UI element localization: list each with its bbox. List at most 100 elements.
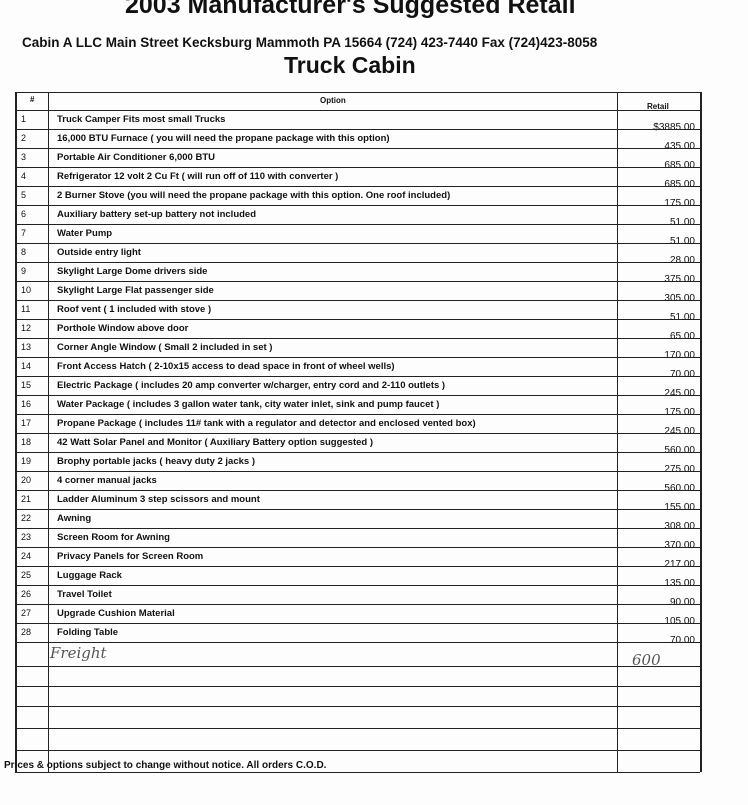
option: Folding Table	[57, 627, 119, 638]
option: Travel Toilet	[57, 589, 112, 600]
option: Skylight Large Flat passenger side	[57, 285, 214, 296]
option: Ladder Aluminum 3 step scissors and moun…	[57, 494, 260, 505]
row-line	[15, 262, 700, 263]
row-number: 9	[21, 266, 27, 276]
option: Refrigerator 12 volt 2 Cu Ft ( will run …	[57, 171, 339, 182]
retail: 305.00	[664, 293, 695, 304]
retail: 308.00	[664, 521, 695, 532]
option: Upgrade Cushion Material	[57, 608, 175, 619]
freight-value: 600	[632, 651, 661, 669]
row-line	[15, 666, 700, 667]
row-line	[15, 414, 700, 415]
row-number: 17	[21, 418, 32, 428]
option: Screen Room for Awning	[57, 532, 170, 543]
retail: 51.00	[669, 217, 695, 228]
option: Luggage Rack	[57, 570, 122, 581]
row-number: 26	[21, 589, 32, 599]
column-line	[700, 92, 702, 772]
row-number: 3	[21, 152, 27, 162]
retail: 217.00	[664, 559, 695, 570]
option: Water Pump	[57, 228, 113, 239]
row-line	[15, 471, 700, 472]
row-number: 7	[21, 228, 27, 238]
row-number: 13	[21, 342, 32, 352]
retail: 51.00	[669, 312, 695, 323]
row-line	[15, 376, 700, 377]
row-number: 22	[21, 513, 32, 523]
row-number: 16	[21, 399, 32, 409]
row-line	[15, 395, 700, 396]
company-line: Cabin A LLC Main Street Kecksburg Mammot…	[22, 35, 598, 50]
row-number: 8	[21, 247, 27, 257]
option: Propane Package ( includes 11# tank with…	[57, 418, 476, 429]
row-line	[15, 224, 700, 225]
option: Front Access Hatch ( 2-10x15 access to d…	[57, 361, 395, 372]
retail: 175.00	[664, 407, 695, 418]
row-line	[15, 772, 700, 773]
retail: 560.00	[664, 445, 695, 456]
row-line	[15, 490, 700, 491]
retail: 105.00	[664, 616, 695, 627]
retail: 275.00	[664, 464, 695, 475]
row-number: 20	[21, 475, 32, 485]
row-line	[15, 547, 700, 548]
column-line	[48, 92, 49, 772]
option: 4 corner manual jacks	[57, 475, 157, 486]
row-number: 4	[21, 171, 27, 181]
row-line	[15, 452, 700, 453]
retail: 70.00	[669, 635, 695, 646]
option: Awning	[57, 513, 92, 524]
row-line	[15, 129, 700, 130]
row-line	[15, 110, 700, 111]
row-number: 5	[21, 190, 27, 200]
row-line	[15, 167, 700, 168]
row-line	[15, 281, 700, 282]
subtitle: Truck Cabin	[284, 52, 416, 78]
retail: 245.00	[664, 388, 695, 399]
row-line	[15, 243, 700, 244]
row-number: 23	[21, 532, 32, 542]
row-line	[15, 92, 700, 93]
row-line	[15, 186, 700, 187]
option: Roof vent ( 1 included with stove )	[57, 304, 212, 315]
option: 2 Burner Stove (you will need the propan…	[57, 190, 451, 201]
retail: 375.00	[664, 274, 695, 285]
option: Outside entry light	[57, 247, 141, 258]
title: 2003 Manufacturer's Suggested Retail	[125, 0, 576, 19]
retail: 90.00	[669, 597, 695, 608]
retail: 175.00	[664, 198, 695, 209]
retail: $3885.00	[653, 122, 695, 133]
row-line	[15, 750, 700, 751]
retail: 65.00	[669, 331, 695, 342]
row-line	[15, 148, 700, 149]
retail: 435.00	[664, 141, 695, 152]
row-line	[15, 509, 700, 510]
option: Skylight Large Dome drivers side	[57, 266, 208, 277]
row-number: 11	[21, 304, 31, 314]
option: Water Package ( includes 3 gallon water …	[57, 399, 440, 410]
row-number: 25	[21, 570, 32, 580]
row-number: 12	[21, 323, 32, 333]
row-number: 27	[21, 608, 32, 618]
column-header: #	[30, 95, 35, 104]
footer: Prices & options subject to change witho…	[4, 760, 327, 771]
option: Brophy portable jacks ( heavy duty 2 jac…	[57, 456, 255, 467]
row-line	[15, 706, 700, 707]
row-line	[15, 604, 700, 605]
option: 42 Watt Solar Panel and Monitor ( Auxili…	[57, 437, 374, 448]
row-number: 6	[21, 209, 27, 219]
column-header: Retail	[647, 102, 669, 111]
row-line	[15, 205, 700, 206]
row-line	[15, 728, 700, 729]
row-line	[15, 319, 700, 320]
row-line	[15, 433, 700, 434]
retail: 70.00	[669, 369, 695, 380]
row-number: 10	[21, 285, 32, 295]
column-line	[15, 92, 17, 772]
row-number: 1	[21, 114, 27, 124]
row-number: 2	[21, 133, 27, 143]
retail: 685.00	[664, 160, 695, 171]
option: Portable Air Conditioner 6,000 BTU	[57, 152, 216, 163]
